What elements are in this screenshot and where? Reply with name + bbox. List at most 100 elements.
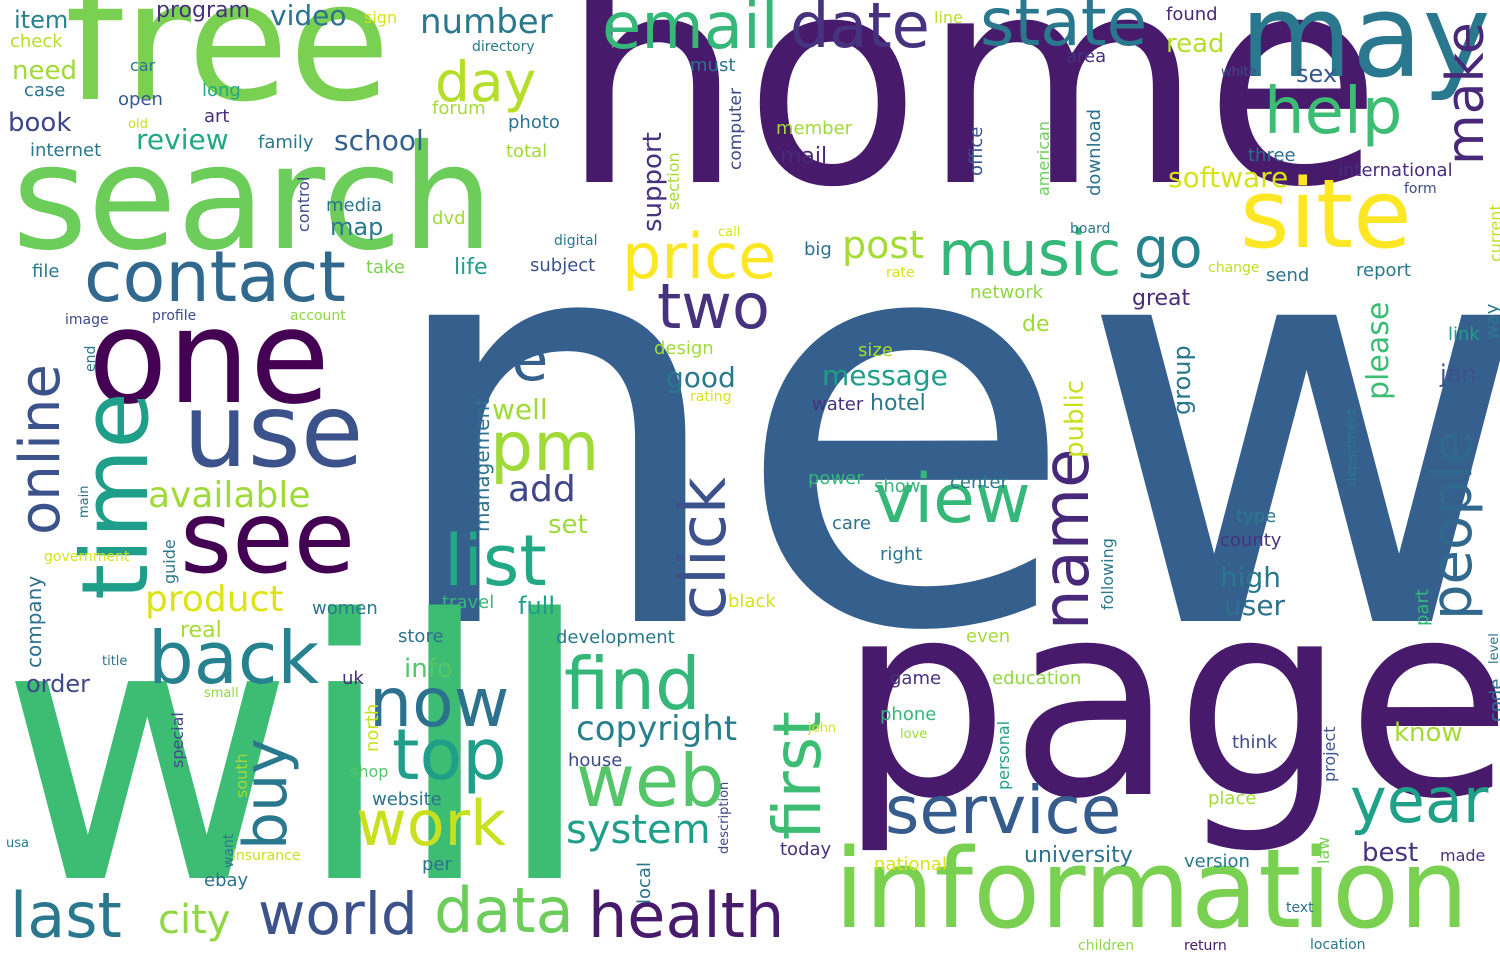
word-following: following <box>1098 538 1117 610</box>
word-art: art <box>204 106 230 127</box>
word-number: number <box>420 2 553 42</box>
word-make: make <box>1436 22 1496 165</box>
word-online: online <box>8 364 73 535</box>
word-video: video <box>270 0 347 32</box>
word-information: information <box>834 825 1469 953</box>
word-women: women <box>312 598 378 619</box>
word-section: section <box>664 152 683 210</box>
word-check: check <box>10 31 63 52</box>
word-see: see <box>180 479 356 596</box>
word-size: size <box>858 340 893 361</box>
word-review: review <box>136 123 229 156</box>
word-great: great <box>1132 286 1191 311</box>
word-people: people <box>1420 430 1485 620</box>
word-development: development <box>556 627 675 648</box>
word-old: old <box>128 117 148 132</box>
word-photo: photo <box>508 112 560 133</box>
word-international: international <box>1338 160 1453 181</box>
word-health: health <box>588 879 785 952</box>
word-main: main <box>77 485 92 518</box>
word-user: user <box>1224 589 1286 622</box>
word-company: company <box>22 575 46 668</box>
word-show: show <box>874 476 921 497</box>
word-total: total <box>506 141 548 162</box>
word-site: site <box>1240 160 1412 270</box>
word-phone: phone <box>880 704 937 725</box>
word-need: need <box>12 56 77 86</box>
word-found: found <box>1166 4 1218 25</box>
word-report: report <box>1356 260 1411 281</box>
word-work: work <box>356 787 507 860</box>
word-world: world <box>258 880 418 948</box>
word-best: best <box>1362 838 1419 868</box>
word-re: re <box>488 325 549 395</box>
word-version: version <box>1184 851 1250 872</box>
word-view: view <box>874 460 1031 539</box>
word-network: network <box>970 282 1044 303</box>
word-well: well <box>492 393 548 426</box>
word-usa: usa <box>6 836 29 851</box>
word-county: county <box>1220 530 1282 551</box>
word-message: message <box>822 359 948 392</box>
word-email: email <box>602 0 779 64</box>
word-web: web <box>576 739 725 823</box>
word-help: help <box>1264 75 1403 149</box>
word-insurance: insurance <box>232 848 301 864</box>
word-call: call <box>718 225 741 240</box>
word-level: level <box>1487 633 1500 664</box>
word-school: school <box>334 124 424 157</box>
word-will: will <box>0 544 595 960</box>
word-real: real <box>180 618 222 643</box>
word-white: white <box>1221 65 1257 80</box>
word-car: car <box>130 56 156 75</box>
word-list: list <box>444 520 547 602</box>
word-description: description <box>717 781 732 854</box>
word-location: location <box>1310 937 1366 953</box>
word-today: today <box>780 839 832 860</box>
word-national: national <box>874 854 947 875</box>
word-file: file <box>32 261 60 282</box>
word-full: full <box>518 592 555 620</box>
word-local: local <box>634 862 655 904</box>
word-ebay: ebay <box>204 870 249 891</box>
word-support: support <box>638 132 668 232</box>
word-page: page <box>838 543 1500 858</box>
word-available: available <box>148 475 311 516</box>
word-day: day <box>435 50 537 114</box>
word-sex: sex <box>1296 60 1338 88</box>
word-image: image <box>65 312 109 328</box>
word-current: current <box>1486 204 1500 262</box>
word-one: one <box>88 281 330 433</box>
word-hotel: hotel <box>870 391 926 416</box>
word-john: john <box>808 721 837 736</box>
word-city: city <box>158 897 231 943</box>
word-price: price <box>622 220 777 293</box>
word-search: search <box>12 114 494 283</box>
word-now: now <box>369 664 510 743</box>
word-member: member <box>776 118 853 139</box>
word-post: post <box>842 223 925 267</box>
word-software: software <box>1168 161 1289 194</box>
word-right: right <box>880 544 923 565</box>
word-university: university <box>1024 843 1133 868</box>
word-education: education <box>992 668 1082 689</box>
word-management: management <box>470 398 494 532</box>
word-department: department <box>1345 409 1360 486</box>
word-personal: personal <box>994 720 1013 790</box>
word-know: know <box>1394 718 1463 748</box>
word-internet: internet <box>30 140 102 161</box>
word-water: water <box>812 394 864 415</box>
word-use: use <box>183 372 364 491</box>
word-product: product <box>145 579 284 620</box>
word-name: name <box>1030 448 1104 631</box>
word-media: media <box>326 195 383 216</box>
word-travel: travel <box>442 592 495 613</box>
word-love: love <box>900 727 928 742</box>
word-place: place <box>1208 788 1257 809</box>
word-long: long <box>202 80 241 101</box>
word-digital: digital <box>554 233 598 249</box>
word-north: north <box>362 703 383 752</box>
word-year: year <box>1350 764 1489 837</box>
word-take: take <box>366 257 405 278</box>
